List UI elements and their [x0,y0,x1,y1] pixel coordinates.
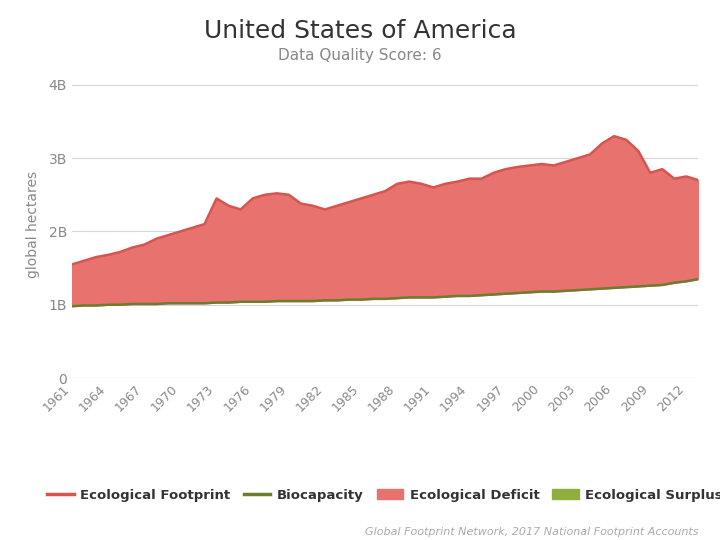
Legend: Ecological Footprint, Biocapacity, Ecological Deficit, Ecological Surplus: Ecological Footprint, Biocapacity, Ecolo… [42,483,720,507]
Text: United States of America: United States of America [204,19,516,43]
Y-axis label: global hectares: global hectares [27,171,40,278]
Text: Global Footprint Network, 2017 National Footprint Accounts: Global Footprint Network, 2017 National … [365,527,698,537]
Text: Data Quality Score: 6: Data Quality Score: 6 [278,48,442,63]
